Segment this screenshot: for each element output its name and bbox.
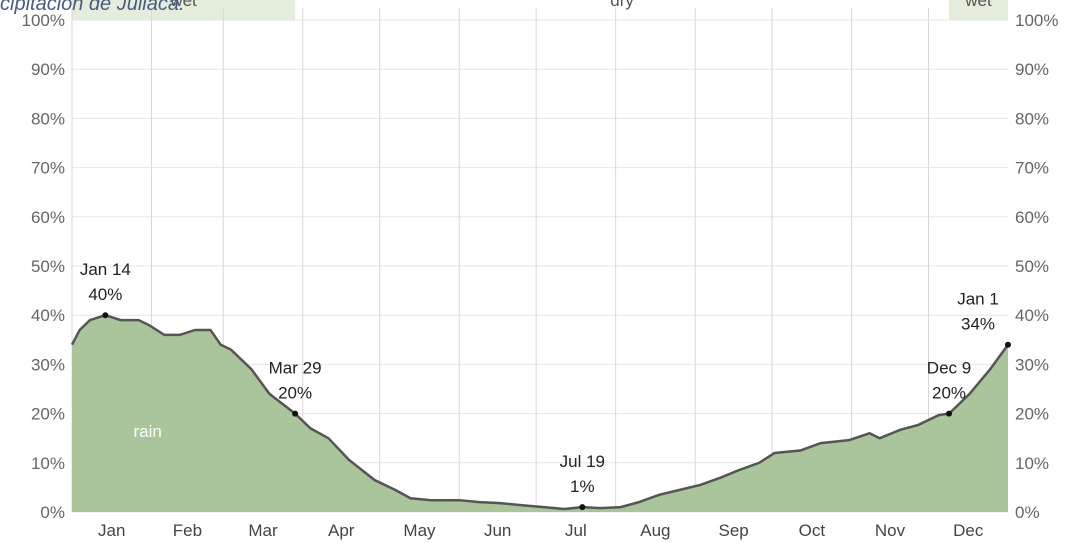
annotation-date: Jan 1 [957,290,999,309]
annotation-value: 40% [88,285,122,304]
annotation-value: 34% [961,315,995,334]
y2-tick-label: 100% [1015,11,1058,30]
line [70,313,1010,511]
annotation-dot [292,410,299,417]
annotation-dot [102,312,109,319]
y-tick-label: 90% [31,60,65,79]
season-label: wet [169,0,197,10]
annotation-value: 1% [570,477,595,496]
y2-tick-label: 90% [1015,60,1049,79]
y2-tick-label: 50% [1015,257,1049,276]
season-band [295,0,950,20]
y2-tick-label: 40% [1015,306,1049,325]
y2-tick-label: 10% [1015,454,1049,473]
y-tick-label: 60% [31,208,65,227]
annotation-date: Jan 14 [80,260,131,279]
y-tick-label: 80% [31,109,65,128]
season-label: dry [610,0,634,10]
season-band [72,0,296,20]
x-tick-label: Mar [248,521,278,540]
annotation-date: Jul 19 [560,452,605,471]
series-label: rain [133,422,161,441]
x-tick-label: Oct [799,521,826,540]
y-tick-label: 20% [31,405,65,424]
y2-tick-label: 60% [1015,208,1049,227]
y2-tick-label: 30% [1015,355,1049,374]
annotation-date: Mar 29 [269,359,322,378]
x-tick-label: Jan [98,521,125,540]
annotation-dot [579,504,586,511]
y-tick-label: 0% [40,503,65,522]
y-tick-label: 50% [31,257,65,276]
x-tick-label: Nov [875,521,906,540]
x-tick-label: Apr [328,521,355,540]
annotation-value: 20% [278,384,312,403]
chart-title: cipitación de Juliaca. [0,0,185,15]
y2-tick-label: 70% [1015,159,1049,178]
x-tick-label: Feb [173,521,202,540]
annotation-dot [946,410,953,417]
annotation-date: Dec 9 [927,359,971,378]
annotation-value: 20% [932,384,966,403]
y2-tick-label: 0% [1015,503,1040,522]
y-tick-label: 10% [31,454,65,473]
y-tick-label: 30% [31,355,65,374]
x-tick-label: Jun [484,521,511,540]
x-tick-label: Dec [953,521,984,540]
season-band [949,0,1008,20]
area [72,315,1008,512]
x-tick-label: Jul [565,521,587,540]
y-tick-label: 70% [31,159,65,178]
y2-tick-label: 80% [1015,109,1049,128]
y-tick-label: 100% [22,11,65,30]
annotation-dot [1005,341,1011,348]
x-tick-label: Aug [640,521,670,540]
y2-tick-label: 20% [1015,405,1049,424]
x-tick-label: Sep [718,521,748,540]
y-tick-label: 40% [31,306,65,325]
x-tick-label: May [403,521,436,540]
season-label: wet [964,0,992,10]
